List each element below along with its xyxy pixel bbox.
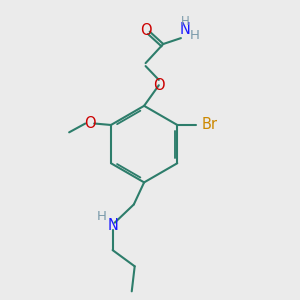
Text: H: H [181,15,190,28]
Text: O: O [84,116,96,131]
Text: H: H [97,210,106,223]
Text: Br: Br [202,118,218,133]
Text: H: H [190,29,200,42]
Text: N: N [180,22,191,38]
Text: N: N [107,218,118,232]
Text: O: O [153,78,165,93]
Text: O: O [140,23,152,38]
